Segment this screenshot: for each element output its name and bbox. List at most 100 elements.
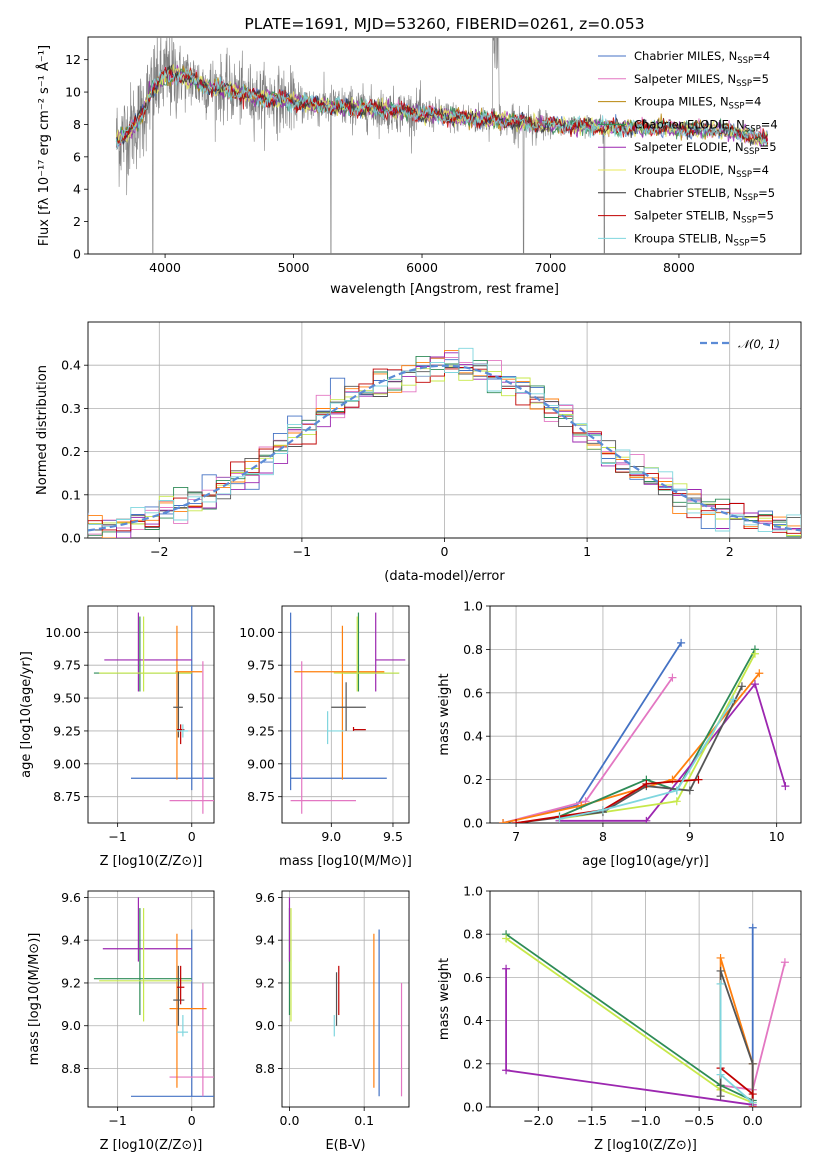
weight-marker — [737, 682, 746, 691]
y-tick-label: 1.0 — [463, 884, 483, 899]
massweight-vs-age-lines — [499, 638, 790, 823]
x-tick-label: −1 — [293, 544, 311, 559]
data-point-6 — [173, 671, 183, 738]
mass-vs-EBV-axes: 0.0 0.1 8.8 9.0 9.2 9.4 9.6 — [255, 890, 410, 1128]
x-tick-label: −1.5 — [577, 1113, 607, 1128]
x-tick-label: −1.0 — [630, 1113, 660, 1128]
weight-series-3 — [555, 645, 759, 821]
weight-line — [719, 957, 754, 1107]
x-tick-label: 9.5 — [383, 829, 403, 844]
weight-marker — [668, 673, 677, 682]
y-tick-label: 12 — [65, 52, 81, 67]
x-tick-label: 2 — [726, 544, 734, 559]
age-vs-Z-ylabel: age [log10(age/yr)] — [19, 651, 34, 778]
x-tick-label: 9 — [686, 829, 694, 844]
weight-line — [559, 648, 756, 818]
x-tick-label: 5000 — [278, 260, 310, 275]
weight-line — [559, 698, 734, 820]
data-point-5 — [99, 616, 192, 692]
legend-label-0: Chabrier MILES, NSSP=4 — [634, 49, 770, 66]
weight-marker — [748, 1059, 757, 1068]
massweight-vs-age-ylabel: mass weight — [437, 673, 452, 755]
y-tick-label: 9.4 — [255, 933, 275, 948]
weight-marker — [672, 786, 681, 795]
y-tick-label: 9.00 — [53, 756, 81, 771]
weight-series-8 — [716, 979, 757, 1107]
legend-label-6: Chabrier STELIB, NSSP=5 — [634, 186, 775, 203]
weight-marker — [502, 1066, 511, 1075]
weight-marker — [748, 1098, 757, 1107]
data-point-7 — [176, 965, 185, 1005]
histogram-series-8 — [88, 347, 801, 534]
data-point-6 — [331, 682, 366, 731]
plot-frame — [281, 605, 410, 824]
weight-marker — [685, 786, 694, 795]
weight-marker — [716, 1070, 725, 1079]
x-tick-label: 1 — [583, 544, 591, 559]
residuals-axes: −2 −1 0 1 2 0.0 0.1 0.2 0.3 0.4 — [61, 321, 802, 559]
weight-marker — [642, 816, 651, 823]
y-tick-label: 0.6 — [463, 685, 483, 700]
y-tick-label: 9.50 — [247, 691, 275, 706]
weight-series-6 — [512, 682, 746, 823]
y-tick-label: 8 — [73, 117, 81, 132]
weight-marker — [555, 814, 564, 823]
plot-frame — [489, 890, 802, 1108]
weight-marker — [499, 819, 508, 823]
y-tick-label: 2 — [73, 214, 81, 229]
plot-frame — [489, 605, 802, 824]
y-tick-label: 8.75 — [247, 789, 275, 804]
weight-series-0 — [499, 638, 686, 823]
x-tick-label: 10 — [769, 829, 785, 844]
spectrum-axes: 4000 5000 6000 7000 8000 0 2 4 6 8 10 12 — [65, 36, 802, 275]
spectrum-legend: Chabrier MILES, NSSP=4 Salpeter MILES, NS… — [598, 49, 778, 248]
spectrum-lines — [115, 37, 769, 254]
x-tick-label: 8 — [599, 829, 607, 844]
x-tick-label: 0 — [441, 544, 449, 559]
legend-label-5: Kroupa ELODIE, NSSP=4 — [634, 163, 769, 180]
y-tick-label: 10.00 — [239, 625, 275, 640]
data-point-4 — [102, 897, 192, 962]
massweight-vs-Z-ylabel: mass weight — [437, 958, 452, 1040]
plot-frame — [281, 890, 410, 1108]
y-tick-label: 8.8 — [255, 1061, 275, 1076]
x-tick-label: 7000 — [535, 260, 567, 275]
y-tick-label: 9.75 — [247, 658, 275, 673]
plot-frame — [87, 890, 215, 1108]
y-tick-label: 0.6 — [463, 970, 483, 985]
massweight-vs-Z-lines — [502, 923, 789, 1107]
data-point-0 — [130, 606, 214, 791]
spectrum-xlabel: wavelength [Angstrom, rest frame] — [330, 282, 559, 297]
weight-marker — [748, 1090, 757, 1099]
data-point-1 — [169, 661, 214, 814]
residuals-ylabel: Normed distribution — [35, 365, 50, 495]
y-tick-label: 0.4 — [463, 729, 483, 744]
x-tick-label: −0.5 — [684, 1113, 714, 1128]
x-tick-label: 7 — [512, 829, 520, 844]
spectrum-title: PLATE=1691, MJD=53260, FIBERID=0261, z=0… — [244, 15, 644, 33]
y-tick-label: 10.00 — [45, 625, 81, 640]
weight-marker — [781, 782, 790, 791]
massweight-vs-Z-xlabel: Z [log10(Z/Z⊙)] — [594, 1138, 697, 1153]
weight-marker — [512, 819, 521, 823]
model-line-8 — [115, 68, 768, 149]
y-tick-label: 9.0 — [61, 1018, 81, 1033]
weight-marker — [729, 695, 738, 704]
x-tick-label: 0.0 — [743, 1113, 763, 1128]
y-tick-label: 9.0 — [255, 1018, 275, 1033]
y-tick-label: 0.2 — [463, 1056, 483, 1071]
y-tick-label: 0.1 — [61, 487, 81, 502]
data-point-1 — [290, 661, 356, 814]
mass-vs-Z-axes: −1 0 8.8 9.0 9.2 9.4 9.6 — [61, 890, 215, 1128]
x-tick-label: 4000 — [149, 260, 181, 275]
x-tick-label: 8000 — [663, 260, 695, 275]
y-tick-label: 0.2 — [61, 444, 81, 459]
weight-series-3 — [502, 930, 757, 1105]
weight-marker — [716, 953, 725, 962]
x-tick-label: 0 — [188, 829, 196, 844]
y-tick-label: 0.0 — [463, 816, 483, 831]
y-tick-label: 0.2 — [463, 772, 483, 787]
y-tick-label: 8.75 — [53, 789, 81, 804]
plot-frame — [87, 321, 802, 539]
